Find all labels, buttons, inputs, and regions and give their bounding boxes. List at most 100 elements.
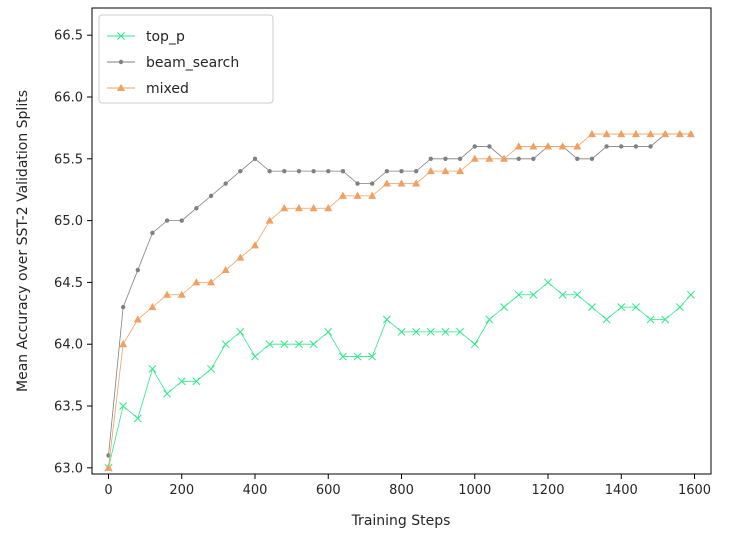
data-point xyxy=(441,327,450,336)
data-point xyxy=(500,154,509,162)
data-point xyxy=(382,179,391,187)
data-point xyxy=(633,144,639,149)
data-point xyxy=(119,340,128,348)
data-point xyxy=(631,129,640,138)
data-point xyxy=(573,290,582,299)
data-point xyxy=(148,302,157,311)
data-point xyxy=(177,290,186,298)
data-point xyxy=(296,168,302,174)
data-point xyxy=(686,129,695,138)
y-tick-label: 63.0 xyxy=(54,461,83,476)
data-point xyxy=(324,204,333,212)
data-point xyxy=(133,414,142,423)
data-point xyxy=(544,278,552,287)
data-point xyxy=(150,230,155,236)
data-point xyxy=(135,267,140,273)
data-point xyxy=(280,204,289,212)
legend-item: top_p xyxy=(107,29,185,45)
y-tick-label: 64.5 xyxy=(54,276,83,291)
x-tick-label: 800 xyxy=(389,483,414,498)
data-point xyxy=(426,327,435,336)
data-point xyxy=(294,340,303,349)
data-point xyxy=(602,129,611,138)
data-point xyxy=(487,144,492,149)
data-point xyxy=(456,166,465,175)
data-point xyxy=(441,166,450,175)
data-point xyxy=(192,377,201,386)
data-point xyxy=(631,303,640,312)
data-point xyxy=(338,191,347,199)
series-layer xyxy=(104,129,695,472)
data-point xyxy=(133,315,142,323)
data-point xyxy=(399,168,404,174)
data-point xyxy=(340,168,346,174)
data-point xyxy=(558,142,567,150)
data-point xyxy=(456,327,465,336)
data-point xyxy=(604,144,609,149)
data-point xyxy=(207,278,216,286)
data-point xyxy=(516,156,521,162)
data-point xyxy=(238,168,243,174)
y-tick-label: 66.5 xyxy=(54,29,83,44)
data-point xyxy=(280,340,289,349)
y-tick-label: 63.5 xyxy=(54,400,83,415)
data-point xyxy=(675,303,684,312)
x-tick-label: 200 xyxy=(169,483,194,498)
data-point xyxy=(221,340,230,349)
data-point xyxy=(236,253,245,261)
data-point xyxy=(412,179,421,187)
data-point xyxy=(529,142,538,150)
data-point xyxy=(384,168,390,174)
data-point xyxy=(443,156,448,162)
data-point xyxy=(252,156,258,162)
data-point xyxy=(661,129,670,138)
legend-marker xyxy=(118,59,124,65)
data-point xyxy=(194,206,199,211)
data-point xyxy=(646,129,655,138)
x-axis: 0 200 400 600 800 1000 1200 1400 1600 xyxy=(104,474,711,498)
data-point xyxy=(558,290,567,299)
y-tick-label: 66.0 xyxy=(54,90,83,105)
data-point xyxy=(470,154,479,162)
data-point xyxy=(369,181,375,186)
data-point xyxy=(338,352,347,361)
data-point xyxy=(412,327,421,336)
data-point xyxy=(119,402,128,410)
legend-label: top_p xyxy=(146,29,185,45)
data-point xyxy=(221,265,230,274)
data-point xyxy=(472,144,477,149)
data-point xyxy=(104,463,113,471)
data-point xyxy=(514,290,523,299)
data-point xyxy=(617,303,626,312)
data-point xyxy=(163,290,172,298)
data-point xyxy=(397,179,406,187)
legend-box xyxy=(98,14,274,104)
x-tick-label: 1000 xyxy=(458,483,491,498)
data-point xyxy=(602,315,611,324)
data-point xyxy=(163,389,172,398)
data-point xyxy=(282,168,287,174)
data-point xyxy=(309,340,318,349)
data-point xyxy=(164,218,170,223)
data-point xyxy=(179,218,184,223)
data-point xyxy=(485,154,494,162)
x-tick-label: 400 xyxy=(243,483,268,498)
series-mixed xyxy=(104,129,695,471)
data-point xyxy=(368,352,377,361)
data-point xyxy=(589,156,595,162)
data-point xyxy=(267,168,272,174)
data-point xyxy=(353,352,362,361)
data-point xyxy=(617,129,626,138)
data-point xyxy=(208,193,214,199)
x-tick-label: 1600 xyxy=(678,483,711,498)
data-point xyxy=(587,129,596,138)
data-point xyxy=(686,290,695,299)
data-point xyxy=(531,156,536,162)
data-point xyxy=(309,204,318,212)
data-point xyxy=(470,340,479,349)
data-point xyxy=(397,327,406,336)
data-point xyxy=(426,166,435,175)
y-axis-label: Mean Accuracy over SST-2 Validation Spli… xyxy=(15,90,31,392)
